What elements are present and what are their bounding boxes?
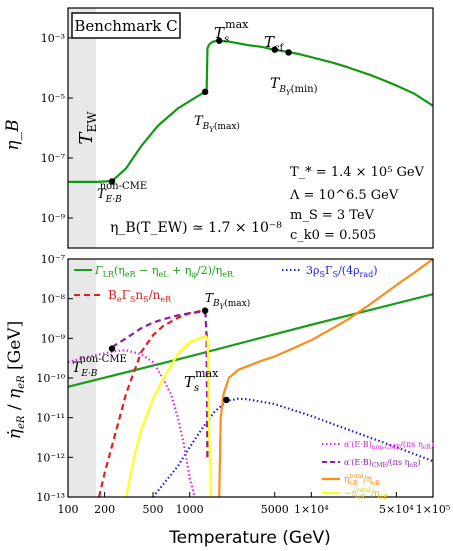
legend-noncme: α′(E·B)non-CME/(πs ηeR) [344, 440, 434, 451]
bottom-frame [67, 258, 434, 498]
y-tick-label: 10⁻⁹ [41, 332, 66, 345]
marker-point-0-4 [285, 49, 292, 56]
x-tick-label: 100 [58, 503, 79, 516]
y-tick-label: 10⁻⁹ [41, 212, 66, 225]
bottom-series [67, 258, 434, 498]
series-line-1-5 [218, 258, 434, 498]
param-ms: m_S = 3 TeV [290, 208, 375, 223]
y-tick-label: 10⁻¹² [36, 451, 65, 464]
y-tick-label: 10⁻³ [41, 32, 65, 45]
ew-band-top [68, 8, 96, 248]
marker-point-1-0 [108, 345, 116, 352]
y-tick-label: 10⁻⁵ [41, 92, 65, 105]
bottom-y-label: η̇eR / ηeR [GeV] [5, 321, 27, 439]
series-line-1-0 [67, 293, 434, 388]
top-points [108, 37, 292, 185]
marker-point-1-1 [201, 307, 209, 314]
x-tick-label: 5000 [261, 503, 289, 516]
y-tick-label: 10⁻⁷ [41, 152, 66, 165]
top-y-ticks: 10⁻⁹ 10⁻⁷ 10⁻⁵ 10⁻³ [41, 32, 73, 225]
series-line-1-4 [111, 310, 209, 458]
top-panel: 10⁻⁹10⁻⁷10⁻⁵10⁻³ η_B Benchmark C TEW TE·… [3, 7, 434, 249]
marker-point-0-1 [201, 88, 209, 96]
param-lambda: Λ = 10^6.5 GeV [289, 188, 399, 203]
x-axis-label: Temperature (GeV) [168, 528, 331, 548]
legend-cme: α′(E·B)CME/(πs ηeR) [344, 458, 421, 469]
ew-value-annotation: η_B(T_EW) ≃ 1.7 × 10⁻⁸ [110, 220, 282, 236]
x-tick-label: 1000 [176, 503, 204, 516]
benchmark-label: Benchmark C [74, 17, 177, 35]
marker-point-0-0 [108, 178, 116, 185]
x-tick-label: 5×10⁴ [379, 503, 414, 516]
top-y-label: η_B [3, 119, 23, 150]
marker-point-1-2 [223, 396, 230, 404]
param-ck0: c_k0 = 0.505 [290, 228, 376, 243]
marker-point-0-3 [271, 46, 278, 53]
y-tick-label: 10⁻¹³ [36, 491, 65, 504]
legend-be: BeΓSnS/neR [108, 288, 172, 304]
bottom-panel: 10⁻¹³ 10⁻¹² 10⁻¹¹ 10⁻¹⁰ 10⁻⁹ 10⁻⁸ 10⁻⁷ 100 200 5… [5, 253, 450, 548]
param-tstar: T_* = 1.4 × 10⁵ GeV [290, 165, 425, 180]
series-line-1-6 [124, 334, 213, 498]
bottom-points [108, 307, 230, 404]
y-tick-label: 10⁻⁸ [41, 293, 66, 306]
x-tick-label: 200 [94, 503, 115, 516]
top-frame [67, 7, 434, 249]
y-tick-label: 10⁻¹¹ [36, 412, 65, 425]
bottom-y-ticks: 10⁻¹³ 10⁻¹² 10⁻¹¹ 10⁻¹⁰ 10⁻⁹ 10⁻⁸ 10⁻⁷ [36, 253, 73, 504]
legend-gamma-lr: ΓLR(ηeR − ηeL + ηφ/2)/ηeR [94, 264, 234, 279]
benchmark-box [71, 12, 181, 39]
x-tick-label: 1×10⁵ [416, 503, 451, 516]
y-tick-label: 10⁻¹⁰ [36, 372, 65, 385]
series-line-1-3 [67, 349, 196, 498]
bottom-x-ticks: 100 200 500 1000 5000 1×10⁴ 5×10⁴ 1×10⁵ [58, 492, 451, 516]
x-tick-label: 1×10⁴ [294, 503, 329, 516]
series-line-1-1 [152, 397, 434, 498]
x-tick-label: 500 [143, 503, 164, 516]
marker-point-0-2 [216, 37, 223, 44]
y-tick-label: 10⁻⁷ [41, 253, 66, 266]
